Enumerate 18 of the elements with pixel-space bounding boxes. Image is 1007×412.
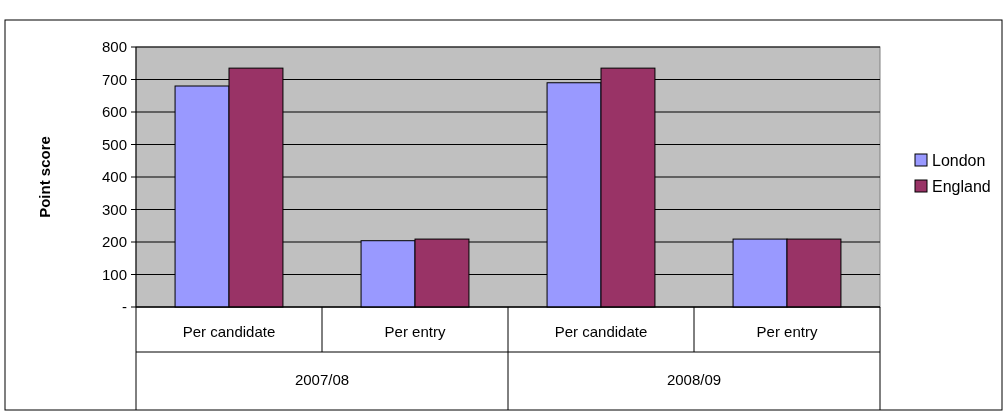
x-tick-label: Per candidate: [182, 323, 276, 340]
y-tick-label: 100: [101, 265, 127, 283]
y-tick-label: 200: [101, 233, 127, 251]
legend-label: England: [932, 177, 991, 195]
y-tick-label: 800: [101, 38, 127, 56]
y-tick-label: 300: [101, 200, 127, 218]
y-tick-label: 600: [101, 103, 127, 121]
y-tick-label: 500: [101, 135, 127, 153]
x-tick-label: Per entry: [756, 323, 818, 340]
y-axis-title: Point score: [36, 136, 53, 218]
x-tick-label: Per candidate: [554, 323, 648, 340]
x-tick-label: Per entry: [384, 323, 446, 340]
legend-label: London: [932, 151, 986, 169]
text: 2008/09: [666, 371, 722, 388]
text: 2007/08: [294, 371, 350, 388]
y-tick-label: 400: [101, 168, 127, 186]
y-tick-label: 700: [101, 70, 127, 88]
y-tick-label: -: [122, 298, 127, 316]
